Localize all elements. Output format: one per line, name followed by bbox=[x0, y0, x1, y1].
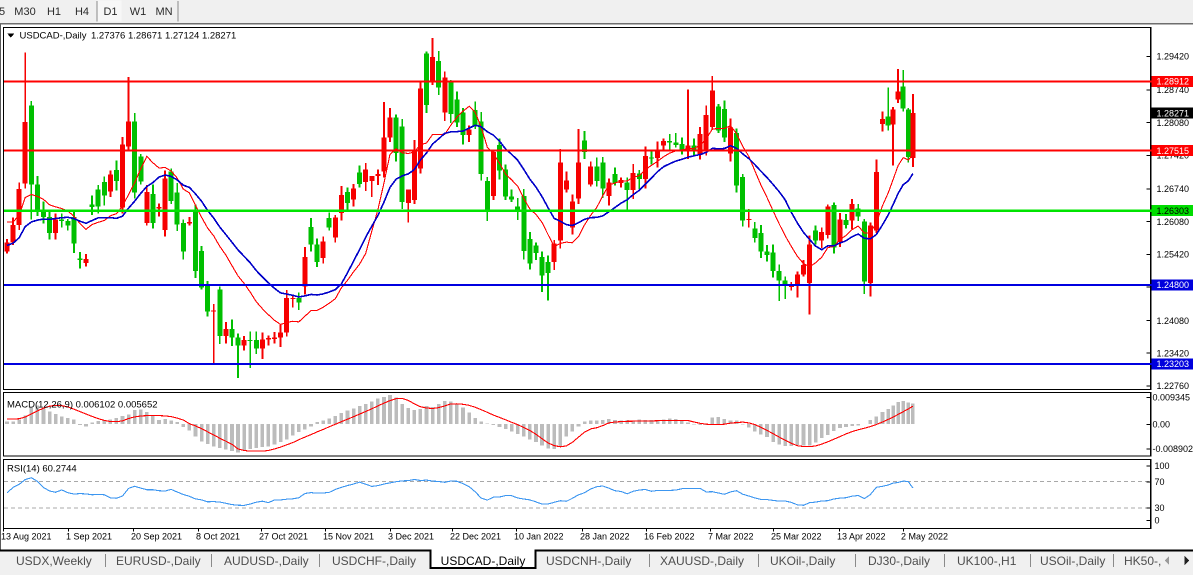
svg-text:MN: MN bbox=[155, 6, 172, 18]
svg-text:USDCAD-,Daily: USDCAD-,Daily bbox=[441, 554, 526, 568]
svg-text:1.23420: 1.23420 bbox=[1157, 348, 1190, 358]
svg-text:8 Oct 2021: 8 Oct 2021 bbox=[196, 532, 240, 542]
svg-text:3 Dec 2021: 3 Dec 2021 bbox=[388, 532, 434, 542]
svg-text:16 Feb 2022: 16 Feb 2022 bbox=[644, 532, 695, 542]
svg-text:25 Mar 2022: 25 Mar 2022 bbox=[771, 532, 822, 542]
svg-text:30: 30 bbox=[1155, 503, 1165, 513]
svg-text:H1: H1 bbox=[47, 6, 61, 18]
svg-text:13 Apr 2022: 13 Apr 2022 bbox=[837, 532, 886, 542]
svg-text:1.27376 1.28671 1.27124 1.2827: 1.27376 1.28671 1.27124 1.28271 bbox=[91, 30, 236, 41]
svg-text:15 Nov 2021: 15 Nov 2021 bbox=[323, 532, 374, 542]
svg-text:10 Jan 2022: 10 Jan 2022 bbox=[514, 532, 564, 542]
svg-text:1.22760: 1.22760 bbox=[1157, 381, 1190, 391]
svg-text:1.27515: 1.27515 bbox=[1157, 146, 1190, 156]
svg-text:1.28740: 1.28740 bbox=[1157, 85, 1190, 95]
svg-text:UKOil-,Daily: UKOil-,Daily bbox=[770, 554, 835, 568]
svg-text:1.25420: 1.25420 bbox=[1157, 250, 1190, 260]
svg-text:DJ30-,Daily: DJ30-,Daily bbox=[868, 554, 930, 568]
svg-text:13 Aug 2021: 13 Aug 2021 bbox=[1, 532, 52, 542]
svg-text:7 Mar 2022: 7 Mar 2022 bbox=[708, 532, 754, 542]
svg-text:70: 70 bbox=[1155, 477, 1165, 487]
svg-text:0.00: 0.00 bbox=[1153, 420, 1171, 430]
svg-text:H4: H4 bbox=[75, 6, 89, 18]
svg-text:HK50-,: HK50-, bbox=[1124, 554, 1161, 568]
svg-text:UK100-,H1: UK100-,H1 bbox=[957, 554, 1017, 568]
svg-text:27 Oct 2021: 27 Oct 2021 bbox=[259, 532, 308, 542]
svg-text:100: 100 bbox=[1155, 461, 1170, 471]
svg-text:USOil-,Daily: USOil-,Daily bbox=[1040, 554, 1105, 568]
svg-text:1.26740: 1.26740 bbox=[1157, 184, 1190, 194]
svg-text:USDCAD-,Daily: USDCAD-,Daily bbox=[20, 30, 87, 41]
svg-text:1.24080: 1.24080 bbox=[1157, 316, 1190, 326]
svg-text:5: 5 bbox=[0, 6, 5, 18]
svg-text:0: 0 bbox=[1155, 516, 1160, 526]
svg-text:1.26303: 1.26303 bbox=[1157, 206, 1190, 216]
svg-text:1.24800: 1.24800 bbox=[1157, 280, 1190, 290]
svg-text:1.28271: 1.28271 bbox=[1157, 108, 1190, 118]
svg-text:RSI(14) 60.2744: RSI(14) 60.2744 bbox=[7, 464, 77, 475]
svg-text:D1: D1 bbox=[103, 6, 117, 18]
svg-text:22 Dec 2021: 22 Dec 2021 bbox=[450, 532, 501, 542]
svg-text:1.23203: 1.23203 bbox=[1157, 359, 1190, 369]
svg-text:AUDUSD-,Daily: AUDUSD-,Daily bbox=[224, 554, 309, 568]
svg-text:1.29420: 1.29420 bbox=[1157, 52, 1190, 62]
svg-text:1.28080: 1.28080 bbox=[1157, 118, 1190, 128]
svg-text:XAUUSD-,Daily: XAUUSD-,Daily bbox=[660, 554, 744, 568]
svg-text:1.26080: 1.26080 bbox=[1157, 217, 1190, 227]
svg-text:W1: W1 bbox=[130, 6, 147, 18]
svg-text:USDCHF-,Daily: USDCHF-,Daily bbox=[332, 554, 416, 568]
svg-text:28 Jan 2022: 28 Jan 2022 bbox=[580, 532, 630, 542]
svg-text:EURUSD-,Daily: EURUSD-,Daily bbox=[116, 554, 201, 568]
svg-text:2 May 2022: 2 May 2022 bbox=[901, 532, 948, 542]
svg-text:1.28912: 1.28912 bbox=[1157, 77, 1190, 87]
svg-text:M30: M30 bbox=[14, 6, 35, 18]
svg-text:USDCNH-,Daily: USDCNH-,Daily bbox=[546, 554, 631, 568]
svg-text:20 Sep 2021: 20 Sep 2021 bbox=[131, 532, 182, 542]
svg-text:MACD(12,26,9) 0.006102 0.00565: MACD(12,26,9) 0.006102 0.005652 bbox=[7, 400, 158, 411]
svg-text:0.009345: 0.009345 bbox=[1153, 393, 1191, 403]
svg-text:USDX,Weekly: USDX,Weekly bbox=[16, 554, 92, 568]
svg-text:1 Sep 2021: 1 Sep 2021 bbox=[66, 532, 112, 542]
svg-text:-0.008902: -0.008902 bbox=[1153, 444, 1193, 454]
